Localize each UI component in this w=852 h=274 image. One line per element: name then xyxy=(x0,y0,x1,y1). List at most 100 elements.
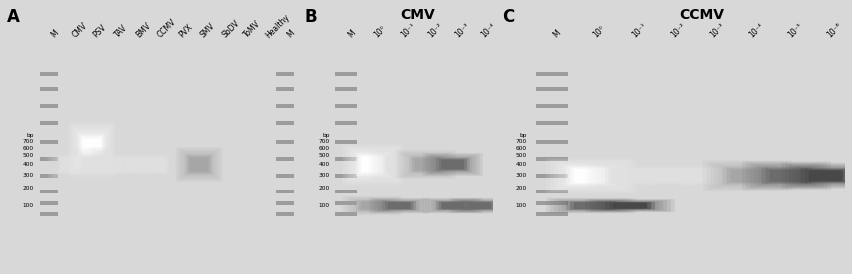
FancyBboxPatch shape xyxy=(725,168,768,183)
FancyBboxPatch shape xyxy=(604,166,654,185)
FancyBboxPatch shape xyxy=(800,168,849,183)
FancyBboxPatch shape xyxy=(89,147,136,182)
FancyBboxPatch shape xyxy=(550,199,630,213)
FancyBboxPatch shape xyxy=(433,200,472,211)
FancyBboxPatch shape xyxy=(353,199,392,212)
FancyBboxPatch shape xyxy=(83,158,101,172)
Bar xyxy=(535,212,567,216)
FancyBboxPatch shape xyxy=(189,158,208,172)
FancyBboxPatch shape xyxy=(342,196,402,215)
Bar xyxy=(40,201,58,206)
Text: 700: 700 xyxy=(515,139,527,144)
Bar xyxy=(335,175,356,178)
FancyBboxPatch shape xyxy=(573,169,607,183)
FancyBboxPatch shape xyxy=(350,198,394,213)
FancyBboxPatch shape xyxy=(388,202,411,209)
FancyBboxPatch shape xyxy=(764,169,807,183)
Text: M: M xyxy=(346,29,356,40)
FancyBboxPatch shape xyxy=(133,147,179,182)
FancyBboxPatch shape xyxy=(428,199,477,212)
FancyBboxPatch shape xyxy=(382,201,416,210)
Text: 700: 700 xyxy=(318,139,329,144)
FancyBboxPatch shape xyxy=(545,158,635,193)
Text: 10⁻⁶: 10⁻⁶ xyxy=(825,22,843,40)
FancyBboxPatch shape xyxy=(345,146,400,183)
FancyBboxPatch shape xyxy=(714,164,780,187)
FancyBboxPatch shape xyxy=(565,201,615,210)
Text: 600: 600 xyxy=(22,146,34,151)
FancyBboxPatch shape xyxy=(136,150,176,179)
FancyBboxPatch shape xyxy=(803,169,846,182)
FancyBboxPatch shape xyxy=(379,200,418,211)
Text: 400: 400 xyxy=(22,162,34,167)
FancyBboxPatch shape xyxy=(345,197,400,214)
Text: 100: 100 xyxy=(22,203,34,208)
FancyBboxPatch shape xyxy=(749,164,822,188)
FancyBboxPatch shape xyxy=(569,167,612,184)
FancyBboxPatch shape xyxy=(422,198,482,213)
Text: 700: 700 xyxy=(22,139,34,144)
FancyBboxPatch shape xyxy=(124,156,146,173)
FancyBboxPatch shape xyxy=(186,155,212,175)
FancyBboxPatch shape xyxy=(557,163,623,189)
FancyBboxPatch shape xyxy=(663,159,752,192)
FancyBboxPatch shape xyxy=(183,153,214,176)
FancyBboxPatch shape xyxy=(608,202,650,209)
FancyBboxPatch shape xyxy=(412,157,440,172)
Text: 10⁻²: 10⁻² xyxy=(425,22,444,40)
FancyBboxPatch shape xyxy=(745,162,826,189)
FancyBboxPatch shape xyxy=(468,202,491,209)
FancyBboxPatch shape xyxy=(382,155,416,175)
FancyBboxPatch shape xyxy=(690,169,725,182)
Bar xyxy=(276,87,293,91)
Bar xyxy=(40,104,58,108)
FancyBboxPatch shape xyxy=(355,153,389,176)
Text: 300: 300 xyxy=(22,173,34,178)
FancyBboxPatch shape xyxy=(729,169,763,182)
FancyBboxPatch shape xyxy=(596,201,662,211)
Text: 100: 100 xyxy=(515,203,527,208)
FancyBboxPatch shape xyxy=(454,199,504,212)
Bar xyxy=(535,104,567,108)
Text: TAV: TAV xyxy=(113,24,130,40)
FancyBboxPatch shape xyxy=(601,165,659,187)
FancyBboxPatch shape xyxy=(70,149,113,181)
FancyBboxPatch shape xyxy=(433,157,472,172)
FancyBboxPatch shape xyxy=(435,158,469,171)
FancyBboxPatch shape xyxy=(374,199,423,212)
FancyBboxPatch shape xyxy=(348,198,397,213)
FancyBboxPatch shape xyxy=(353,151,392,178)
FancyBboxPatch shape xyxy=(671,162,744,190)
FancyBboxPatch shape xyxy=(584,199,674,212)
FancyBboxPatch shape xyxy=(360,201,383,210)
Text: 200: 200 xyxy=(318,186,329,191)
Bar xyxy=(40,212,58,216)
FancyBboxPatch shape xyxy=(636,163,701,188)
FancyBboxPatch shape xyxy=(406,155,445,174)
Text: SMV: SMV xyxy=(199,22,217,40)
FancyBboxPatch shape xyxy=(121,155,148,175)
FancyBboxPatch shape xyxy=(435,201,469,210)
Bar xyxy=(276,201,293,206)
FancyBboxPatch shape xyxy=(780,163,852,189)
FancyBboxPatch shape xyxy=(139,152,173,178)
FancyBboxPatch shape xyxy=(369,147,429,182)
FancyBboxPatch shape xyxy=(385,202,413,210)
FancyBboxPatch shape xyxy=(788,165,852,187)
FancyBboxPatch shape xyxy=(80,156,103,173)
Text: SbDV: SbDV xyxy=(221,19,241,40)
Bar xyxy=(535,157,567,161)
FancyBboxPatch shape xyxy=(573,202,607,209)
Bar xyxy=(535,201,567,206)
FancyBboxPatch shape xyxy=(118,152,152,178)
FancyBboxPatch shape xyxy=(557,200,623,212)
FancyBboxPatch shape xyxy=(77,153,107,176)
FancyBboxPatch shape xyxy=(706,162,787,190)
Text: 200: 200 xyxy=(515,186,527,191)
FancyBboxPatch shape xyxy=(379,153,418,176)
FancyBboxPatch shape xyxy=(430,200,475,212)
FancyBboxPatch shape xyxy=(181,152,216,178)
FancyBboxPatch shape xyxy=(377,152,421,178)
Text: 600: 600 xyxy=(318,146,329,151)
FancyBboxPatch shape xyxy=(142,155,170,175)
